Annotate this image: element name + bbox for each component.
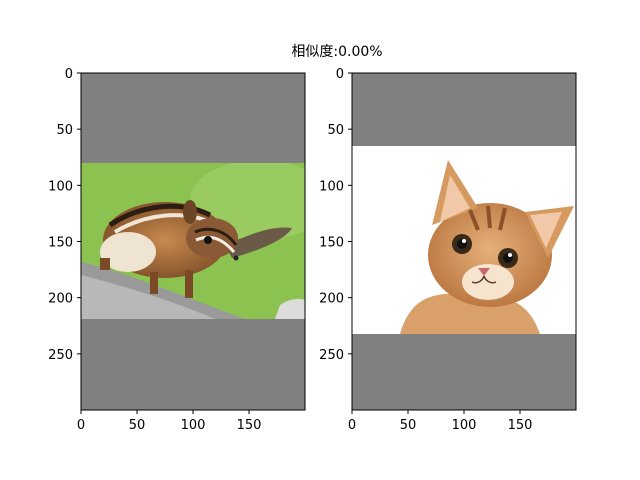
x-tick-label: 0 xyxy=(348,418,356,433)
y-tick-label: 0 xyxy=(65,67,73,82)
y-tick-label: 100 xyxy=(48,179,73,194)
y-tick-label: 200 xyxy=(319,292,344,307)
y-tick-label: 150 xyxy=(319,236,344,251)
y-tick-label: 50 xyxy=(327,123,344,138)
chipmunk-photo xyxy=(81,163,305,319)
x-tick-label: 0 xyxy=(77,418,85,433)
y-tick-label: 200 xyxy=(48,292,73,307)
padding-top xyxy=(352,73,576,146)
x-tick-label: 100 xyxy=(452,418,477,433)
padding-bottom xyxy=(81,319,305,410)
padding-bottom xyxy=(352,334,576,410)
x-tick-label: 100 xyxy=(181,418,206,433)
y-tick-label: 250 xyxy=(319,348,344,363)
x-tick-label: 150 xyxy=(508,418,533,433)
x-tick-label: 50 xyxy=(129,418,146,433)
y-tick-label: 50 xyxy=(56,123,73,138)
y-tick-label: 250 xyxy=(48,348,73,363)
ticks-chipmunk: 0 50 100 150 0 50 100 150 200 250 xyxy=(48,67,261,433)
ticks-kitten: 0 50 100 150 0 50 100 150 200 250 xyxy=(319,67,532,433)
y-tick-label: 0 xyxy=(336,67,344,82)
y-tick-label: 150 xyxy=(48,236,73,251)
x-tick-label: 50 xyxy=(400,418,417,433)
y-tick-label: 100 xyxy=(319,179,344,194)
kitten-photo xyxy=(352,146,576,334)
padding-top xyxy=(81,73,305,163)
x-tick-label: 150 xyxy=(237,418,262,433)
panel-chipmunk: 0 50 100 150 0 50 100 150 200 250 xyxy=(48,67,306,433)
chart-title: 相似度:0.00% xyxy=(291,44,382,60)
panel-kitten: 0 50 100 150 0 50 100 150 200 250 xyxy=(319,67,577,433)
